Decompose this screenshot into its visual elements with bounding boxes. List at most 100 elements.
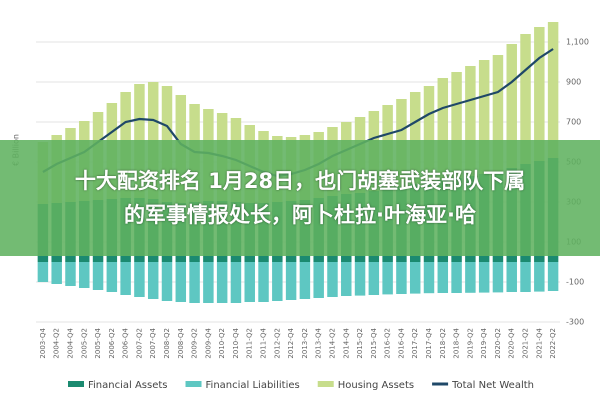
- x-tick-label: 2004-Q4: [66, 327, 74, 358]
- x-tick-label: 2019-Q4: [480, 327, 488, 358]
- bar-segment: [547, 22, 559, 158]
- x-tick-label: 2020-Q2: [494, 328, 502, 359]
- bar-segment: [547, 262, 559, 291]
- bar-segment: [313, 262, 324, 298]
- x-tick-label: 2014-Q4: [342, 327, 350, 358]
- bar-segment: [134, 262, 145, 297]
- x-tick-label: 2019-Q2: [466, 328, 474, 359]
- bar-segment: [423, 86, 435, 182]
- x-tick-label: 2010-Q2: [218, 328, 226, 359]
- bar-segment: [437, 78, 449, 180]
- bar-segment: [230, 262, 242, 303]
- x-tick-label: 2008-Q4: [177, 327, 185, 358]
- x-tick-label: 2008-Q2: [163, 328, 171, 359]
- y-tick-label: 700: [566, 118, 581, 127]
- bar-segment: [437, 262, 449, 293]
- y-tick-label: 1,100: [566, 38, 589, 47]
- bar-segment: [478, 60, 490, 174]
- bar-segment: [534, 27, 545, 161]
- legend-swatch: [317, 381, 334, 387]
- bar-segment: [534, 262, 545, 292]
- x-tick-label: 2015-Q4: [370, 327, 378, 358]
- bar-segment: [465, 262, 476, 293]
- legend-label: Housing Assets: [338, 380, 414, 391]
- bar-segment: [451, 72, 462, 178]
- x-tick-label: 2012-Q2: [273, 328, 281, 359]
- overlay-banner: 十大配资排名 1月28日，也门胡塞武装部队下属 的军事情报处长，阿卜杜拉·叶海亚…: [0, 140, 600, 256]
- x-tick-label: 2009-Q4: [204, 327, 212, 358]
- x-tick-label: 2021-Q4: [535, 327, 543, 358]
- bar-segment: [272, 262, 283, 301]
- x-tick-label: 2005-Q2: [80, 328, 88, 359]
- x-tick-label: 2010-Q4: [232, 327, 240, 358]
- bar-segment: [189, 262, 200, 303]
- bar-segment: [492, 262, 504, 293]
- bar-segment: [216, 262, 228, 303]
- bar-segment: [299, 262, 311, 299]
- bar-segment: [106, 262, 118, 292]
- x-tick-label: 2004-Q2: [53, 328, 61, 359]
- bar-segment: [51, 262, 62, 284]
- overlay-line: 的军事情报处长，阿卜杜拉·叶海亚·哈: [124, 203, 476, 227]
- bar-segment: [423, 262, 435, 294]
- bar-segment: [396, 262, 407, 294]
- x-tick-label: 2007-Q4: [149, 327, 157, 358]
- bar-segment: [506, 44, 517, 168]
- bar-segment: [520, 34, 531, 164]
- x-tick-label: 2013-Q4: [315, 327, 323, 358]
- legend-label: Total Net Wealth: [451, 380, 534, 391]
- x-tick-label: 2017-Q2: [411, 328, 419, 359]
- y-tick-label: -100: [566, 278, 584, 287]
- x-tick-label: 2013-Q2: [301, 328, 309, 359]
- bar-segment: [506, 262, 517, 292]
- bar-segment: [65, 262, 76, 286]
- bar-segment: [285, 262, 297, 300]
- bar-segment: [203, 262, 214, 303]
- bar-segment: [37, 262, 49, 282]
- y-tick-label: -300: [566, 318, 584, 327]
- y-tick-label: 900: [566, 78, 581, 87]
- bar-segment: [92, 262, 104, 290]
- legend-label: Financial Assets: [88, 380, 168, 391]
- x-tick-label: 2021-Q2: [522, 328, 530, 359]
- bar-segment: [409, 92, 421, 184]
- bar-segment: [354, 262, 366, 296]
- x-tick-label: 2022-Q2: [549, 328, 557, 359]
- bar-segment: [465, 66, 476, 176]
- bar-segment: [244, 262, 255, 302]
- bar-segment: [258, 262, 269, 302]
- x-tick-label: 2014-Q2: [328, 328, 336, 359]
- x-tick-label: 2009-Q2: [191, 328, 199, 359]
- x-tick-label: 2007-Q2: [135, 328, 143, 359]
- bar-segment: [368, 262, 380, 295]
- x-tick-label: 2006-Q4: [122, 327, 130, 358]
- x-tick-label: 2016-Q4: [397, 327, 405, 358]
- bar-segment: [341, 262, 352, 296]
- x-tick-label: 2017-Q4: [425, 327, 433, 358]
- bar-segment: [451, 262, 462, 293]
- overlay-line: 十大配资排名 1月28日，也门胡塞武装部队下属: [74, 169, 526, 193]
- legend-label: Financial Liabilities: [206, 380, 300, 391]
- x-tick-label: 2018-Q2: [439, 328, 447, 359]
- legend-swatch: [68, 381, 84, 387]
- bar-segment: [147, 262, 159, 299]
- bar-segment: [492, 55, 504, 173]
- bar-segment: [327, 262, 338, 297]
- bar-segment: [175, 262, 187, 302]
- bar-segment: [382, 262, 393, 295]
- x-tick-label: 2020-Q4: [508, 327, 516, 358]
- x-tick-label: 2018-Q4: [453, 327, 461, 358]
- bar-segment: [120, 262, 131, 295]
- x-tick-label: 2012-Q4: [287, 327, 295, 358]
- bar-segment: [520, 262, 531, 292]
- bar-segment: [79, 262, 90, 288]
- x-tick-label: 2003-Q4: [39, 327, 47, 358]
- x-tick-label: 2011-Q4: [260, 327, 268, 358]
- x-tick-label: 2016-Q2: [384, 328, 392, 359]
- x-tick-label: 2015-Q2: [356, 328, 364, 359]
- bar-segment: [409, 262, 421, 294]
- bar-segment: [478, 262, 490, 293]
- bar-segment: [161, 262, 173, 301]
- x-tick-label: 2006-Q2: [108, 328, 116, 359]
